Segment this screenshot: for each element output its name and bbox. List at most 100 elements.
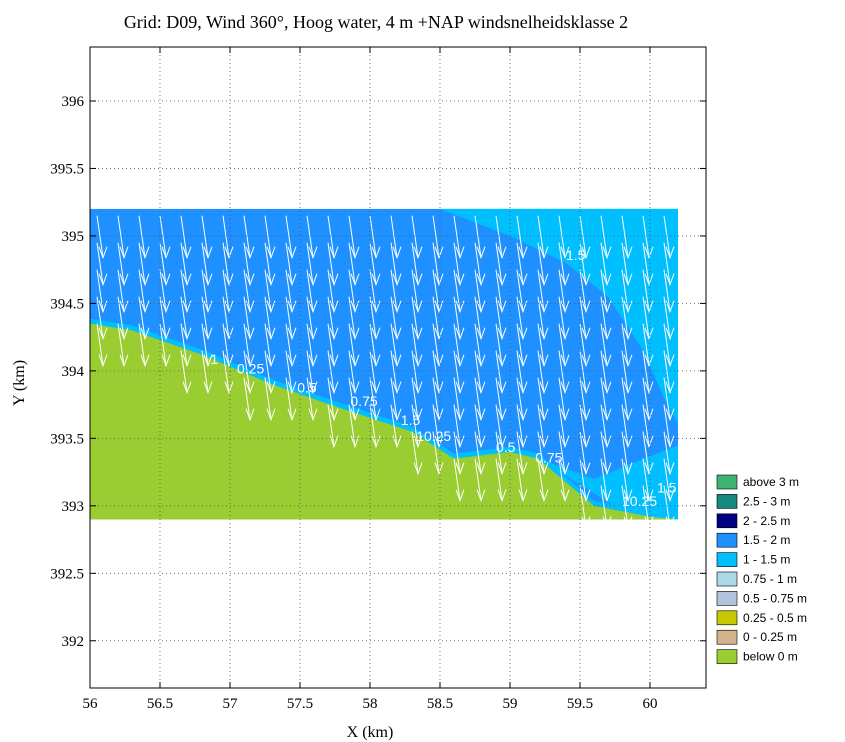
wind-arrow-head bbox=[350, 246, 360, 260]
wind-arrow-head bbox=[224, 354, 234, 368]
wind-arrow-shaft bbox=[390, 215, 398, 258]
legend-label: below 0 m bbox=[743, 650, 798, 664]
wind-arrow-head bbox=[434, 435, 444, 449]
wind-arrow-shaft bbox=[579, 215, 587, 258]
y-tick-label: 393.5 bbox=[50, 431, 84, 447]
wind-arrow-shaft bbox=[516, 404, 524, 447]
wind-arrow-head bbox=[518, 300, 528, 314]
y-tick-label: 396 bbox=[62, 94, 85, 110]
wind-arrow-head bbox=[98, 246, 108, 260]
legend-swatch bbox=[716, 649, 738, 664]
wind-arrow-shaft bbox=[642, 242, 650, 285]
wind-arrow-shaft bbox=[537, 215, 545, 258]
wind-arrow-head bbox=[539, 489, 549, 503]
wind-arrow-head bbox=[413, 273, 423, 287]
wind-arrow-shaft bbox=[579, 242, 587, 285]
wind-arrow-shaft bbox=[663, 377, 671, 420]
wind-arrow-head bbox=[644, 462, 654, 476]
wind-arrow-shaft bbox=[369, 377, 377, 420]
wind-arrow-head bbox=[203, 381, 213, 395]
wind-arrow-head bbox=[161, 300, 171, 314]
wind-arrow-head bbox=[434, 273, 444, 287]
wind-arrow-head bbox=[581, 327, 591, 341]
wind-arrow-head bbox=[560, 435, 570, 449]
wind-arrow-shaft bbox=[201, 350, 209, 393]
wind-arrow-head bbox=[623, 273, 633, 287]
wind-arrow-shaft bbox=[327, 404, 335, 447]
wind-arrow-shaft bbox=[642, 296, 650, 339]
wind-arrow-head bbox=[560, 273, 570, 287]
contour-label: 10.25 bbox=[622, 493, 657, 509]
wind-arrow-head bbox=[287, 381, 297, 395]
wind-arrow-shaft bbox=[243, 296, 251, 339]
wind-arrow-head bbox=[455, 462, 465, 476]
wind-arrow-head bbox=[182, 327, 192, 341]
wind-arrow-head bbox=[434, 408, 444, 422]
wind-arrow-shaft bbox=[369, 404, 377, 447]
wind-arrow-shaft bbox=[558, 377, 566, 420]
wind-arrow-shaft bbox=[558, 431, 566, 474]
wind-arrow-shaft bbox=[663, 485, 671, 528]
wind-arrow-head bbox=[224, 327, 234, 341]
wind-arrow-shaft bbox=[285, 215, 293, 258]
wind-arrow-head bbox=[476, 462, 486, 476]
wind-arrow-shaft bbox=[390, 269, 398, 312]
wind-arrow-shaft bbox=[663, 431, 671, 474]
wind-arrow-head bbox=[245, 300, 255, 314]
region-below-0m bbox=[90, 323, 678, 520]
wind-arrow-shaft bbox=[159, 323, 167, 366]
wind-arrow-head bbox=[329, 435, 339, 449]
wind-arrow-head bbox=[665, 273, 675, 287]
wind-arrow-shaft bbox=[495, 215, 503, 258]
wind-arrow-head bbox=[476, 435, 486, 449]
wind-arrow-shaft bbox=[138, 242, 146, 285]
wind-arrow-shaft bbox=[495, 404, 503, 447]
wind-arrow-shaft bbox=[474, 215, 482, 258]
wind-arrow-shaft bbox=[138, 323, 146, 366]
wind-arrow-head bbox=[497, 327, 507, 341]
wind-arrow-head bbox=[560, 489, 570, 503]
wind-arrow-head bbox=[497, 300, 507, 314]
wind-arrow-head bbox=[602, 381, 612, 395]
x-tick-label: 60 bbox=[643, 696, 658, 712]
wind-arrow-shaft bbox=[348, 269, 356, 312]
wind-arrow-head bbox=[392, 327, 402, 341]
wind-arrow-shaft bbox=[453, 215, 461, 258]
wind-arrow-shaft bbox=[390, 377, 398, 420]
wind-arrow-head bbox=[581, 300, 591, 314]
wind-arrow-shaft bbox=[663, 350, 671, 393]
wind-arrow-shaft bbox=[474, 377, 482, 420]
wind-arrow-head bbox=[581, 462, 591, 476]
wind-arrow-shaft bbox=[621, 242, 629, 285]
wind-arrow-head bbox=[623, 327, 633, 341]
wind-arrow-head bbox=[371, 408, 381, 422]
wind-arrow-shaft bbox=[516, 377, 524, 420]
wind-arrow-shaft bbox=[369, 269, 377, 312]
wind-arrow-shaft bbox=[621, 377, 629, 420]
wind-arrow-head bbox=[98, 273, 108, 287]
wind-arrow-head bbox=[665, 354, 675, 368]
wind-arrow-shaft bbox=[621, 323, 629, 366]
wind-arrow-head bbox=[476, 489, 486, 503]
wind-arrow-shaft bbox=[264, 377, 272, 420]
wind-arrow-shaft bbox=[222, 242, 230, 285]
x-axis-label: X (km) bbox=[347, 724, 394, 741]
wind-arrow-shaft bbox=[516, 350, 524, 393]
wind-arrow-shaft bbox=[327, 296, 335, 339]
wind-arrow-shaft bbox=[600, 458, 608, 501]
wind-arrow-shaft bbox=[411, 296, 419, 339]
wind-arrow-head bbox=[518, 381, 528, 395]
wind-arrow-head bbox=[455, 489, 465, 503]
wind-arrow-head bbox=[119, 327, 129, 341]
wind-arrow-head bbox=[350, 408, 360, 422]
wind-arrow-head bbox=[476, 273, 486, 287]
wind-arrow-shaft bbox=[159, 296, 167, 339]
legend-label: 2 - 2.5 m bbox=[743, 514, 790, 528]
wind-arrow-head bbox=[476, 327, 486, 341]
wind-arrow-shaft bbox=[222, 350, 230, 393]
wind-arrow-shaft bbox=[537, 323, 545, 366]
wind-arrow-head bbox=[182, 354, 192, 368]
wind-arrow-head bbox=[224, 246, 234, 260]
wind-arrow-head bbox=[623, 246, 633, 260]
wind-arrow-head bbox=[602, 462, 612, 476]
